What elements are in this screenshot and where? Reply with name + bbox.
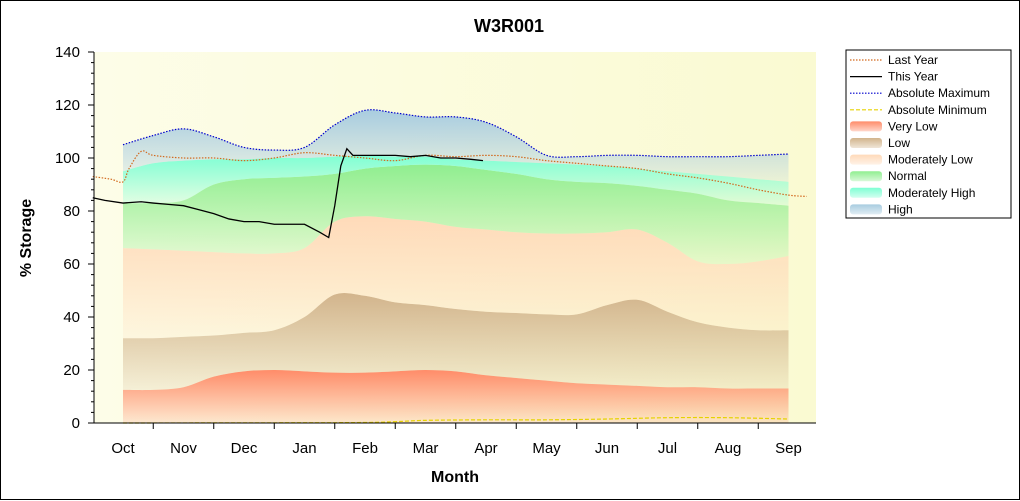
x-tick-label: Jun [595,440,619,457]
y-tick-label: 140 [55,44,80,61]
legend-label: Low [888,136,910,150]
legend-label: Moderately High [888,186,975,200]
legend: Last Year This Year Absolute Maximum Absolu… [845,49,1012,219]
legend-label: Absolute Maximum [888,86,990,100]
legend-label: Last Year [888,53,938,67]
line-absolute-minimum [122,416,789,424]
y-axis-label: % Storage [18,199,35,277]
y-tick-label: 40 [63,309,80,326]
y-tick-label: 60 [63,256,80,273]
legend-item-moderately-low: Moderately Low [850,153,973,167]
band-moderately-low [123,216,789,339]
line-last-year [92,150,807,198]
legend-item-absolute-minimum: Absolute Minimum [850,103,987,117]
legend-swatch [850,154,882,165]
legend-label: Absolute Minimum [888,103,987,117]
y-tick-label: 0 [72,415,80,432]
x-tick-label: Nov [170,440,197,457]
series-lines [92,109,807,424]
line-absolute-maximum [122,109,789,158]
x-tick-label: Apr [474,440,497,457]
x-axis-label: Month [431,469,479,486]
legend-swatch [850,187,882,198]
x-tick-label: Jan [292,440,316,457]
y-tick-label: 120 [55,97,80,114]
legend-item-this-year: This Year [850,70,938,84]
legend-swatch [850,171,882,182]
legend-item-low: Low [850,136,910,150]
storage-bands [123,109,789,423]
legend-item-last-year: Last Year [850,53,938,67]
x-tick-label: Sep [775,440,802,457]
legend-item-absolute-maximum: Absolute Maximum [850,86,990,100]
legend-swatch [850,138,882,148]
band-very-low [123,370,789,423]
y-tick-label: 100 [55,150,80,167]
legend-item-moderately-high: Moderately High [850,186,975,200]
y-tick-label: 20 [63,362,80,379]
legend-label: Very Low [888,119,938,133]
legend-label: Moderately Low [888,153,973,167]
legend-label: This Year [888,70,938,84]
legend-label: Normal [888,169,927,183]
legend-item-high: High [850,202,913,216]
line-this-year [92,147,484,239]
band-high [123,109,789,182]
legend-item-very-low: Very Low [850,119,938,133]
chart-title: W3R001 [474,16,544,36]
x-tick-label: Jul [658,440,677,457]
x-tick-label: May [532,440,561,457]
x-tick-label: Feb [352,440,378,457]
x-tick-label: Dec [231,440,258,457]
band-moderately-high [123,155,789,206]
band-low [123,292,789,391]
x-tick-label: Oct [111,440,135,457]
y-tick-label: 80 [63,203,80,220]
legend-swatch [850,121,882,132]
legend-swatch [850,204,882,215]
x-tick-label: Mar [413,440,439,457]
axes: 0 20 40 60 80 100 120 140 Oct Nov Dec Jan Feb Mar Apr M… [55,44,816,457]
band-normal [123,164,789,265]
x-tick-label: Aug [715,440,742,457]
legend-item-normal: Normal [850,169,927,183]
legend-label: High [888,202,913,216]
